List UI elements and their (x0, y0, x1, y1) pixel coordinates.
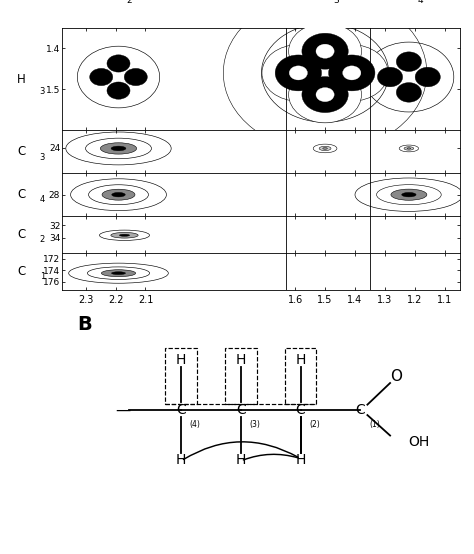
Text: —: — (116, 402, 131, 417)
Text: OH: OH (408, 435, 429, 449)
Text: C: C (18, 145, 26, 158)
Text: C: C (18, 228, 26, 241)
Text: (2): (2) (309, 420, 320, 429)
Text: (3): (3) (249, 420, 260, 429)
Ellipse shape (111, 233, 138, 238)
Ellipse shape (119, 234, 129, 237)
Bar (225, 347, 257, 404)
Ellipse shape (102, 189, 135, 200)
Text: H: H (295, 453, 306, 467)
Ellipse shape (328, 55, 375, 91)
Text: 4: 4 (40, 196, 45, 204)
Ellipse shape (315, 45, 388, 101)
Ellipse shape (396, 83, 421, 102)
Ellipse shape (289, 66, 362, 123)
Ellipse shape (111, 146, 126, 151)
Text: C: C (296, 403, 305, 417)
Ellipse shape (316, 44, 334, 58)
Bar (165, 347, 197, 404)
Ellipse shape (401, 192, 416, 197)
Text: H: H (236, 453, 246, 467)
Text: 2: 2 (40, 234, 45, 244)
Text: 1: 1 (40, 271, 45, 281)
Ellipse shape (377, 67, 402, 87)
Text: C: C (176, 403, 186, 417)
Text: (1): (1) (369, 420, 380, 429)
Bar (284, 347, 317, 404)
Ellipse shape (262, 45, 335, 101)
Ellipse shape (107, 55, 130, 72)
Ellipse shape (90, 68, 113, 86)
Ellipse shape (323, 147, 328, 149)
Ellipse shape (415, 67, 440, 87)
Text: C: C (356, 403, 365, 417)
Ellipse shape (289, 66, 308, 80)
Ellipse shape (343, 66, 361, 80)
Text: C: C (18, 265, 26, 278)
Text: 3: 3 (40, 87, 45, 96)
Ellipse shape (101, 270, 136, 276)
Text: 3: 3 (40, 152, 45, 162)
Ellipse shape (112, 192, 125, 197)
Ellipse shape (124, 68, 147, 86)
Ellipse shape (391, 189, 427, 200)
Text: 3: 3 (333, 0, 339, 5)
Ellipse shape (100, 143, 137, 154)
Ellipse shape (107, 82, 130, 99)
Text: O: O (390, 369, 402, 384)
Ellipse shape (111, 272, 126, 275)
Text: 2: 2 (127, 0, 132, 5)
Text: B: B (78, 315, 92, 334)
Text: H: H (176, 453, 186, 467)
Ellipse shape (302, 76, 348, 112)
Ellipse shape (302, 33, 348, 69)
Ellipse shape (289, 23, 362, 79)
Text: C: C (18, 188, 26, 201)
Text: H: H (295, 353, 306, 367)
Ellipse shape (404, 147, 414, 150)
Text: C: C (236, 403, 246, 417)
Text: 4: 4 (417, 0, 423, 5)
Ellipse shape (275, 55, 321, 91)
Text: (4): (4) (190, 420, 201, 429)
Text: H: H (236, 353, 246, 367)
Ellipse shape (407, 148, 411, 149)
Ellipse shape (316, 88, 334, 102)
Ellipse shape (396, 52, 421, 71)
Ellipse shape (319, 146, 331, 151)
Text: H: H (17, 73, 26, 85)
Text: H: H (176, 353, 186, 367)
